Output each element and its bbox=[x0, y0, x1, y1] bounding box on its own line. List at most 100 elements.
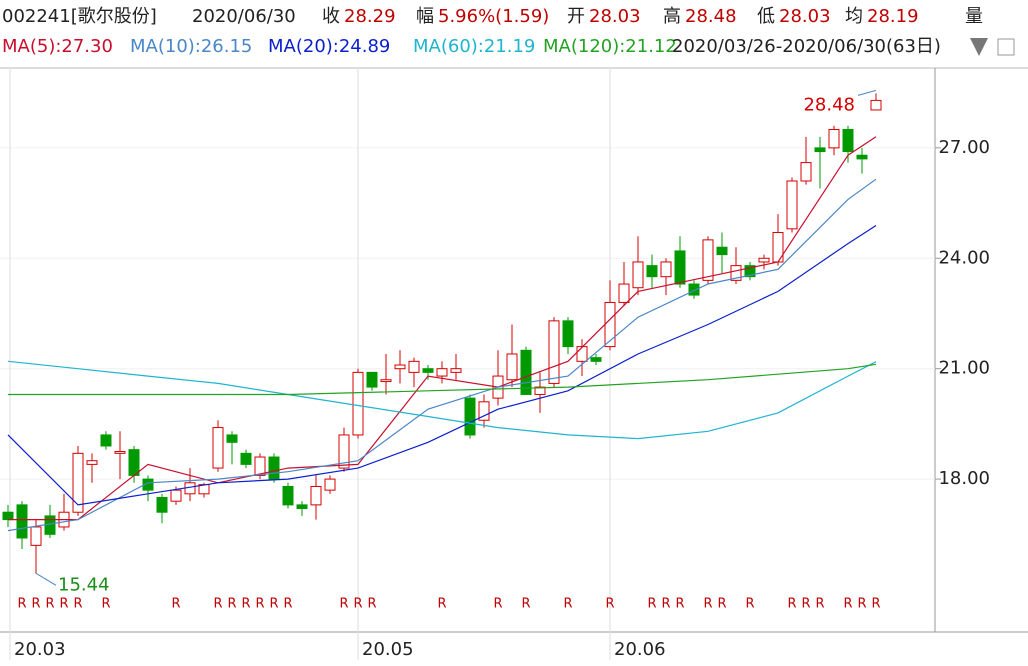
candle-body bbox=[856, 154, 868, 160]
r-marker: R bbox=[717, 597, 726, 612]
volume-label: 量 bbox=[965, 6, 983, 27]
candle-body bbox=[2, 511, 14, 521]
candle-body bbox=[170, 489, 182, 502]
candle-body bbox=[212, 427, 224, 469]
quote-label: 低 bbox=[757, 6, 775, 27]
candle-body bbox=[86, 460, 98, 465]
r-marker: R bbox=[563, 597, 572, 612]
candle-body bbox=[506, 353, 518, 381]
settings-icon[interactable] bbox=[997, 38, 1015, 56]
r-marker: R bbox=[605, 597, 614, 612]
r-marker: R bbox=[241, 597, 250, 612]
candle-body bbox=[338, 434, 350, 469]
candle-body bbox=[240, 452, 252, 465]
r-marker: R bbox=[787, 597, 796, 612]
stock-name: 002241[歌尔股份] bbox=[2, 6, 157, 27]
candle-body bbox=[422, 368, 434, 373]
r-marker: R bbox=[703, 597, 712, 612]
r-marker: R bbox=[227, 597, 236, 612]
candle-body bbox=[380, 379, 392, 383]
candle-body bbox=[464, 397, 476, 436]
y-tick-label: 24.00 bbox=[938, 247, 990, 268]
candle-body bbox=[646, 265, 658, 278]
candle-body bbox=[324, 478, 336, 491]
r-marker: R bbox=[101, 597, 110, 612]
candle-body bbox=[702, 239, 714, 281]
candle-body bbox=[632, 261, 644, 289]
r-marker: R bbox=[871, 597, 880, 612]
y-tick-label: 21.00 bbox=[938, 358, 990, 379]
annotation: 28.48 bbox=[803, 94, 855, 115]
candle-body bbox=[842, 128, 854, 153]
r-marker: R bbox=[661, 597, 670, 612]
ma-line bbox=[7, 224, 877, 506]
candle-body bbox=[30, 526, 42, 546]
r-marker: R bbox=[745, 597, 754, 612]
candle-body bbox=[408, 360, 420, 373]
r-marker: R bbox=[45, 597, 54, 612]
quote-label: 幅 bbox=[416, 6, 434, 27]
quote-label: 开 bbox=[567, 6, 585, 27]
quote-label: 均 bbox=[845, 6, 863, 27]
quote-date: 2020/06/30 bbox=[192, 6, 296, 27]
candle-body bbox=[688, 283, 700, 296]
r-marker: R bbox=[815, 597, 824, 612]
candle-body bbox=[674, 250, 686, 285]
r-marker: R bbox=[675, 597, 684, 612]
r-marker: R bbox=[521, 597, 530, 612]
quote-value: 28.29 bbox=[344, 6, 396, 27]
r-marker: R bbox=[73, 597, 82, 612]
r-marker: R bbox=[17, 597, 26, 612]
r-marker: R bbox=[339, 597, 348, 612]
candle-body bbox=[226, 434, 238, 443]
annotation-arrow bbox=[35, 572, 57, 586]
r-marker: R bbox=[171, 597, 180, 612]
candle-body bbox=[744, 265, 756, 278]
r-marker: R bbox=[269, 597, 278, 612]
candle-body bbox=[268, 456, 280, 480]
ma-line bbox=[8, 136, 877, 521]
candle-body bbox=[142, 478, 154, 491]
candle-body bbox=[618, 283, 630, 303]
candle-body bbox=[450, 368, 462, 373]
legend-entry: MA(10):26.15 bbox=[130, 36, 252, 57]
annotation: 15.44 bbox=[58, 574, 110, 595]
x-tick-label: 20.05 bbox=[362, 639, 414, 660]
candle-body bbox=[660, 261, 672, 278]
x-tick-label: 20.03 bbox=[14, 639, 66, 660]
legend-entry: MA(20):24.89 bbox=[268, 36, 390, 57]
candle-body bbox=[128, 449, 140, 476]
candle-body bbox=[576, 346, 588, 362]
y-tick-label: 18.00 bbox=[938, 468, 990, 489]
candle-body bbox=[828, 128, 840, 149]
quote-value: 5.96%(1.59) bbox=[438, 6, 549, 27]
r-marker: R bbox=[353, 597, 362, 612]
r-marker: R bbox=[255, 597, 264, 612]
r-marker: R bbox=[283, 597, 292, 612]
dropdown-icon[interactable] bbox=[970, 38, 988, 56]
r-marker: R bbox=[59, 597, 68, 612]
quote-label: 高 bbox=[663, 6, 681, 27]
candle-body bbox=[296, 504, 308, 510]
legend-entry: MA(120):21.12 bbox=[543, 36, 677, 57]
r-marker: R bbox=[31, 597, 40, 612]
candle-body bbox=[548, 320, 560, 384]
candle-body bbox=[254, 456, 266, 476]
r-marker: R bbox=[493, 597, 502, 612]
candle-body bbox=[786, 180, 798, 230]
quote-value: 28.19 bbox=[867, 6, 919, 27]
ma-line bbox=[7, 360, 877, 440]
r-marker: R bbox=[801, 597, 810, 612]
candle-body bbox=[394, 364, 406, 370]
quote-label: 收 bbox=[322, 6, 340, 27]
candle-body bbox=[156, 497, 168, 513]
date-range: 2020/03/26-2020/06/30(63日) bbox=[672, 36, 941, 57]
candle-body bbox=[16, 504, 28, 539]
r-marker: R bbox=[843, 597, 852, 612]
legend-entry: MA(60):21.19 bbox=[413, 36, 535, 57]
r-marker: R bbox=[437, 597, 446, 612]
quote-value: 28.48 bbox=[685, 6, 737, 27]
r-marker: R bbox=[367, 597, 376, 612]
candle-body bbox=[520, 349, 532, 395]
